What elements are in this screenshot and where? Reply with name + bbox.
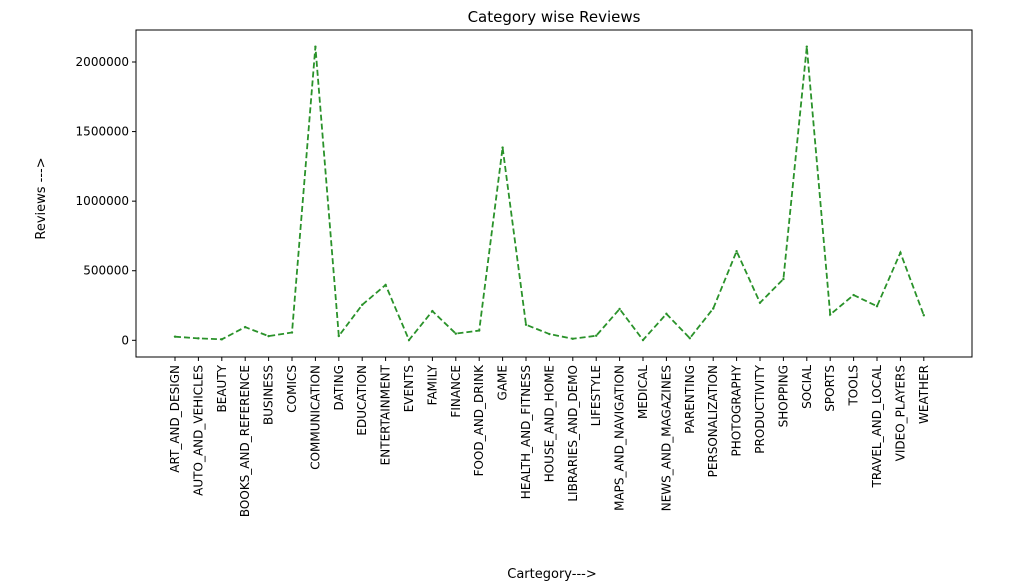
data-point [782,277,785,281]
x-tick-label: TOOLS [847,365,861,407]
data-point [829,313,832,316]
x-tick-label: ENTERTAINMENT [379,364,393,465]
x-axis-label: Cartegory---> [507,567,596,582]
data-point [454,332,457,335]
x-axis: ART_AND_DESIGN AUTO_AND_VEHICLES BEAUTY BOO… [168,357,931,517]
data-point [618,307,621,311]
x-tick-label: FOOD_AND_DRINK [472,364,486,477]
x-tick-label: EDUCATION [355,365,369,436]
data-point [337,334,340,338]
data-point [197,337,200,340]
data-point [712,307,715,310]
data-point [431,309,434,313]
x-tick-label: WEATHER [917,365,931,424]
x-tick-label: HEALTH_AND_FITNESS [519,365,533,499]
x-tick-label: SOCIAL [800,365,814,409]
x-tick-label: TRAVEL_AND_LOCAL [870,365,884,489]
x-tick-label: FAMILY [425,364,439,405]
x-tick-label: NEWS_AND_MAGAZINES [659,365,673,511]
chart-title: Category wise Reviews [468,8,641,26]
data-point [314,45,317,48]
x-tick-label: HOUSE_AND_HOME [542,365,556,482]
data-point [875,305,879,308]
x-tick-label: COMICS [285,365,299,413]
x-tick-label: LIBRARIES_AND_DEMO [566,365,580,502]
x-tick-label: BOOKS_AND_REFERENCE [238,365,252,517]
x-tick-label: PHOTOGRAPHY [730,364,744,456]
y-axis-label: Reviews ---> [34,157,49,239]
x-tick-label: BEAUTY [215,364,229,412]
x-tick-label: VIDEO_PLAYERS [893,365,907,461]
x-tick-label: PERSONALIZATION [706,365,720,477]
data-point [899,251,902,254]
x-tick-label: PRODUCTIVITY [753,364,767,453]
x-tick-label: SHOPPING [776,365,790,427]
x-tick-label: PARENTING [683,365,697,434]
x-tick-label: AUTO_AND_VEHICLES [191,365,205,496]
data-point [501,146,504,149]
data-point [665,312,668,316]
x-tick-label: BUSINESS [262,365,276,425]
y-tick-label: 500000 [83,264,129,278]
y-tick-label: 2000000 [76,55,129,69]
data-point [548,332,551,336]
x-tick-label: MAPS_AND_NAVIGATION [613,365,627,511]
data-point [384,283,387,287]
x-tick-label: MEDICAL [636,365,650,419]
data-point [922,314,925,317]
data-point [688,337,691,340]
data-point [290,331,294,334]
data-point [361,303,364,307]
x-tick-label: ART_AND_DESIGN [168,365,182,473]
data-point [595,334,598,337]
data-point [641,338,645,342]
y-tick-label: 0 [121,333,129,347]
x-tick-label: LIFESTYLE [589,365,603,426]
data-point [173,335,177,338]
data-point [407,338,411,342]
x-tick-label: SPORTS [823,365,837,412]
y-axis: 0 500000 1000000 1500000 2000000 [76,55,136,347]
x-tick-label: DATING [332,365,346,410]
x-tick-label: GAME [496,365,510,400]
x-tick-label: COMMUNICATION [308,365,322,470]
x-tick-label: EVENTS [402,365,416,412]
data-point [805,45,808,48]
y-tick-label: 1500000 [76,125,129,139]
data-point [220,338,223,341]
data-point [524,323,528,326]
data-point [735,250,738,253]
data-point [758,301,762,304]
series-layer [173,45,925,342]
data-point [244,325,247,329]
x-tick-label: FINANCE [449,365,463,418]
plot-frame [135,29,973,358]
data-point [571,337,574,340]
data-point [852,293,855,297]
data-point [267,334,270,338]
y-tick-label: 1000000 [76,194,129,208]
data-point [478,329,481,332]
